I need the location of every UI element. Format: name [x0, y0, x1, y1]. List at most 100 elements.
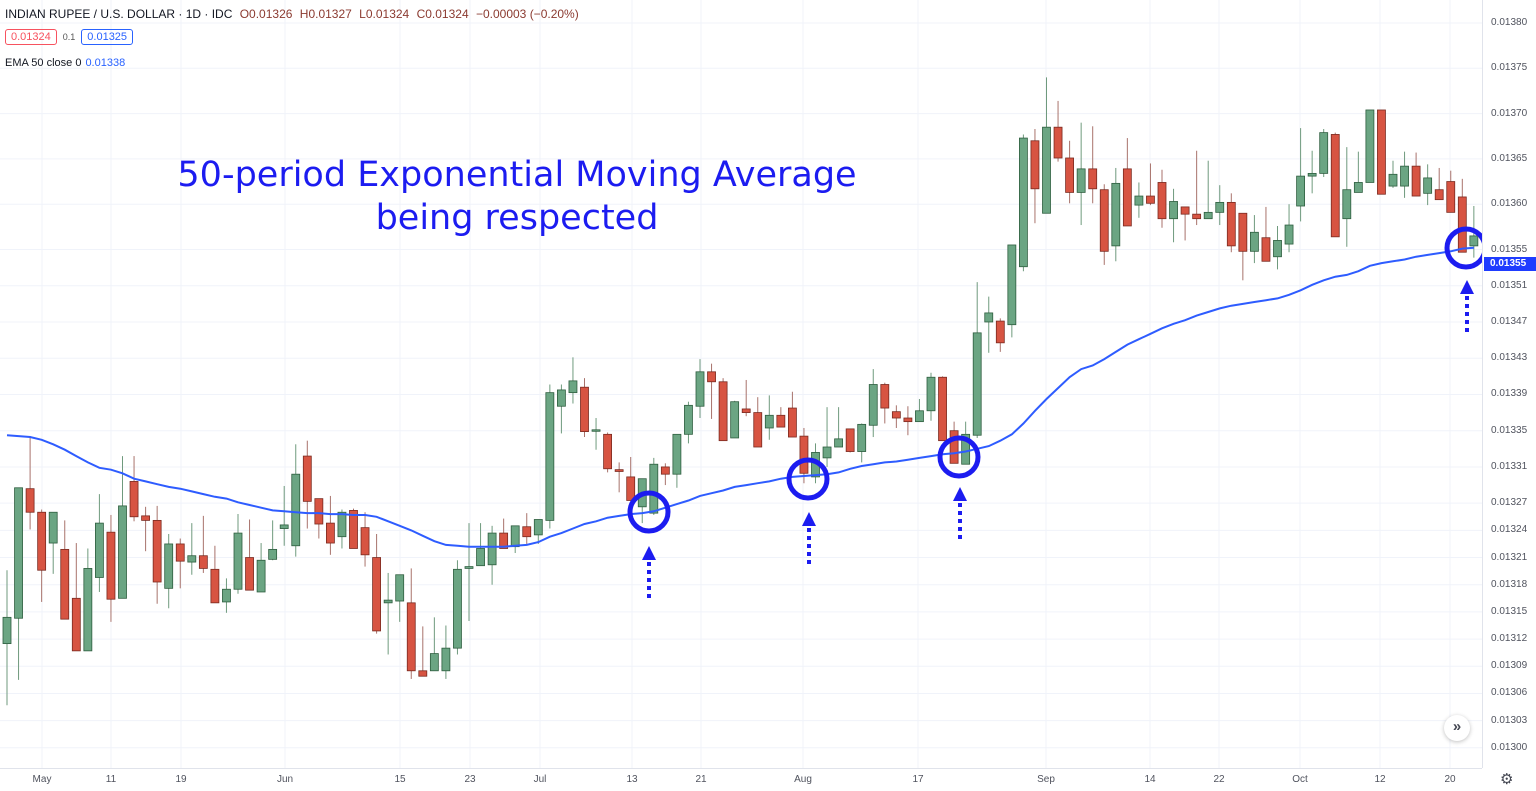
scroll-to-realtime-button[interactable]: »: [1444, 715, 1470, 741]
time-tick-label: 14: [1144, 774, 1156, 785]
candle-down: [1434, 167, 1444, 201]
candle-body: [1065, 157, 1074, 193]
price-tick-label: 0.01318: [1491, 578, 1528, 590]
candle-body: [106, 531, 116, 600]
price-tick-label: 0.01321: [1491, 551, 1528, 563]
ema-legend[interactable]: EMA 50 close 0 0.01338: [5, 55, 125, 69]
candle-body: [1330, 134, 1340, 238]
time-tick-label: 12: [1374, 774, 1386, 785]
candle-body: [141, 515, 151, 521]
candle-up: [383, 572, 393, 655]
candle-body: [198, 555, 208, 569]
sell-price-button[interactable]: 0.01324: [5, 29, 57, 45]
candle-body: [1053, 126, 1063, 159]
candle-up: [1388, 160, 1398, 188]
candle-up: [510, 525, 520, 554]
candle-down: [707, 363, 716, 419]
candle-body: [1099, 189, 1109, 252]
price-axis[interactable]: 0.01380 0.01375 0.01370 0.01365 0.01360 0.013…: [1482, 0, 1536, 768]
candle-body: [834, 438, 843, 448]
price-tick-label: 0.01309: [1491, 660, 1528, 672]
candle-body: [730, 401, 740, 439]
candle-body: [1261, 237, 1271, 262]
candle-body: [591, 429, 601, 432]
candle-down: [1088, 126, 1098, 204]
candle-down: [1030, 129, 1040, 224]
price-tick-label: 0.01324: [1491, 524, 1528, 536]
candle-body: [222, 588, 231, 603]
candle-down: [141, 506, 151, 552]
candle-body: [672, 433, 682, 475]
candle-down: [903, 406, 913, 436]
time-tick-label: Oct: [1292, 774, 1308, 785]
time-tick-label: Jul: [533, 774, 547, 785]
ema-line: [6, 246, 1474, 548]
candle-body: [233, 532, 243, 590]
candle-body: [337, 511, 347, 538]
candle-down: [60, 520, 70, 620]
candle-body: [302, 455, 312, 502]
candle-down: [626, 456, 636, 501]
price-tick-label: 0.01365: [1491, 152, 1528, 164]
time-tick-label: Sep: [1037, 774, 1055, 785]
candle-up: [533, 519, 543, 544]
candle-body: [1377, 109, 1386, 195]
candle-down: [1238, 212, 1248, 281]
candle-down: [799, 427, 809, 484]
candle-body: [995, 320, 1005, 344]
candle-up: [695, 359, 705, 419]
candle-down: [37, 509, 47, 602]
candle-body: [453, 568, 462, 649]
highlight-circle: [627, 490, 671, 534]
time-tick-label: 19: [175, 774, 187, 785]
candle-body: [857, 423, 867, 452]
symbol-title[interactable]: INDIAN RUPEE / U.S. DOLLAR · 1D · IDC: [5, 7, 233, 21]
candle-body: [1042, 126, 1051, 214]
candle-body: [741, 408, 751, 413]
candle-body: [349, 510, 358, 549]
candle-body: [441, 647, 451, 672]
candle-down: [788, 391, 797, 438]
candle-down: [1192, 150, 1202, 226]
time-tick-label: 22: [1213, 774, 1225, 785]
candle-down: [891, 405, 901, 428]
candle-body: [1469, 235, 1479, 247]
candle-up: [291, 444, 301, 557]
candle-body: [37, 511, 47, 571]
candle-down: [580, 378, 589, 438]
candle-body: [614, 469, 624, 472]
candle-down: [314, 498, 324, 539]
price-tick-label: 0.01331: [1491, 460, 1528, 472]
candle-down: [1065, 140, 1074, 204]
candle-body: [799, 435, 809, 474]
time-tick-label: 11: [105, 774, 117, 785]
candle-body: [314, 498, 324, 525]
candle-body: [1007, 244, 1017, 326]
candle-up: [453, 560, 462, 655]
candle-body: [1088, 168, 1098, 190]
settings-gear-icon[interactable]: ⚙: [1500, 771, 1514, 788]
highlight-circle: [786, 457, 830, 501]
candle-up: [187, 523, 197, 575]
candle-down: [372, 533, 382, 634]
candle-body: [1307, 172, 1317, 177]
candle-body: [245, 557, 254, 591]
candle-up: [222, 578, 231, 613]
candle-down: [718, 378, 728, 442]
chart-plot-area[interactable]: [0, 0, 1488, 768]
candle-down: [245, 519, 254, 591]
time-axis[interactable]: May 11 19 Jun 15 23 Jul 13 21 Aug 17 Sep 14 22 Oct 12 20: [0, 768, 1482, 791]
candle-body: [845, 428, 855, 452]
candle-up: [984, 296, 994, 353]
candle-body: [175, 543, 185, 562]
candle-body: [429, 653, 439, 672]
candle-body: [499, 532, 509, 549]
annotation-line-1: 50-period Exponential Moving Average: [177, 155, 857, 195]
candle-up: [118, 456, 127, 599]
time-tick-label: May: [32, 774, 52, 785]
candle-up: [557, 384, 566, 434]
price-tick-label: 0.01306: [1491, 687, 1528, 699]
ohlc-close: C0.01324: [416, 7, 469, 21]
symbol-legend: INDIAN RUPEE / U.S. DOLLAR · 1D · IDC O0…: [5, 7, 579, 21]
buy-price-button[interactable]: 0.01325: [81, 29, 134, 45]
